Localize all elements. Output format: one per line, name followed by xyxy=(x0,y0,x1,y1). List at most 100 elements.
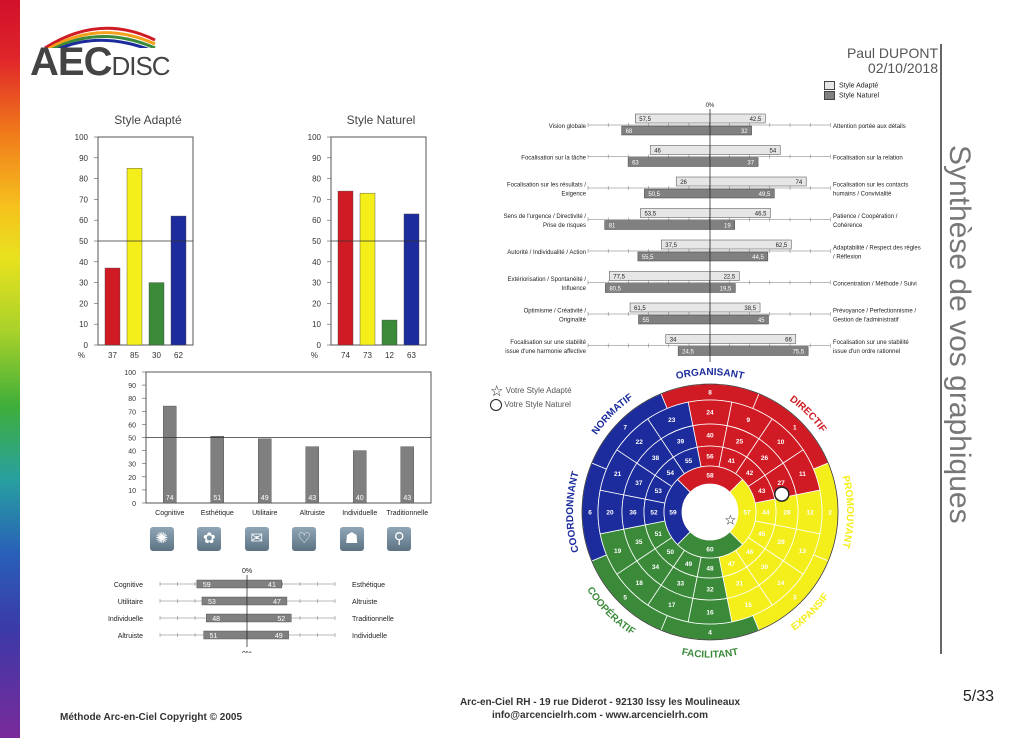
utilitaire-icon: ✉ xyxy=(244,527,269,551)
pair-value-left: 48 xyxy=(212,616,220,623)
naturel-bar xyxy=(403,213,420,346)
wheel-number-ring5: 59 xyxy=(669,510,677,517)
bipolar-naturel-right-value: 45 xyxy=(758,318,765,324)
wheel-number-ring4: 42 xyxy=(746,470,754,477)
wheel-number-ring5: 60 xyxy=(706,547,714,554)
wheel-number-ring3: 38 xyxy=(652,455,660,462)
wheel-number-ring2: 19 xyxy=(614,548,622,555)
wheel-number-ring4: 54 xyxy=(667,470,675,477)
motiv-bar xyxy=(163,405,177,504)
wheel-sector xyxy=(663,478,691,546)
pair-bar-right xyxy=(246,579,283,589)
wheel-number-ring4: 49 xyxy=(685,561,693,568)
pair-value-right: 41 xyxy=(268,582,276,589)
chart-title-naturel: Style Naturel xyxy=(346,113,416,127)
adapte-ytick: 90 xyxy=(79,154,88,163)
bipolar-label-right: Focalisation sur la relation xyxy=(833,156,903,162)
motiv-ytick: 60 xyxy=(128,422,136,429)
bipolar-naturel-right-value: 49,5 xyxy=(759,192,771,198)
bipolar-label-right: / Réflexion xyxy=(833,255,861,261)
vertical-divider xyxy=(940,44,942,654)
bipolar-adapte-left-value: 53,5 xyxy=(644,212,656,218)
wheel-number-ring2: 24 xyxy=(706,410,714,417)
side-title: Synthèse de vos graphiques xyxy=(942,145,992,565)
bipolar-label-right: Attention portée aux détails xyxy=(833,124,906,130)
wheel-number-ring3: 30 xyxy=(761,564,769,571)
wheel-number-ring5: 58 xyxy=(706,473,714,480)
bipolar-naturel-left xyxy=(621,125,711,136)
bipolar-label-left: Prise de risques xyxy=(543,223,586,229)
bipolar-naturel-left xyxy=(627,157,711,167)
altruiste-icon: ♡ xyxy=(292,527,317,551)
pair-label-left: Altruiste xyxy=(118,633,143,640)
wheel-number-outer: 3 xyxy=(793,594,797,601)
bipolar-label-left: Optimisme / Créativité / xyxy=(524,309,587,315)
bipolar-adapte-right-value: 54 xyxy=(770,149,777,155)
bipolar-naturel-left xyxy=(638,314,711,325)
star-icon: ☆ xyxy=(490,383,504,400)
footer-contact: info@arcencielrh.com - www.arcencielrh.c… xyxy=(491,710,709,721)
pair-label-left: Individuelle xyxy=(108,616,143,623)
bipolar-adapte-left-value: 37,5 xyxy=(665,243,677,249)
wheel-number-ring3: 40 xyxy=(706,433,714,440)
motiv-ytick: 50 xyxy=(128,436,136,443)
wheel-legend-adapte: ☆ Votre Style Adapté xyxy=(490,383,572,400)
pair-label-right: Altruiste xyxy=(352,599,377,606)
bipolar-label-right: Adaptabilité / Respect des règles xyxy=(833,246,921,252)
wheel-number-ring3: 35 xyxy=(635,539,643,546)
bipolar-label-right: humains / Convivialité xyxy=(833,192,892,198)
motiv-bar-label: 51 xyxy=(213,495,221,502)
motiv-bar xyxy=(400,446,414,504)
legend-naturel: Style Naturel xyxy=(824,91,879,100)
logo-arc xyxy=(44,26,156,48)
wheel-label: COORDONNANT xyxy=(565,470,582,553)
wheel-number-ring3: 34 xyxy=(652,564,660,571)
wheel-number-ring3: 28 xyxy=(783,510,791,517)
adapte-ylabel: % xyxy=(78,351,85,360)
adapte-ytick: 0 xyxy=(84,341,89,350)
page-number: 5/33 xyxy=(962,688,994,705)
wheel-number-ring2: 23 xyxy=(668,417,676,424)
adapte-ytick: 70 xyxy=(79,195,88,204)
bipolar-adapte-right-value: 46,5 xyxy=(755,212,767,218)
wheel-number-ring5: 57 xyxy=(743,510,751,517)
motiv-bar-label: 40 xyxy=(356,495,364,502)
naturel-bar xyxy=(337,190,354,346)
pair-value-right: 52 xyxy=(277,616,285,623)
bipolar-label-right: Gestion de l'administratif xyxy=(833,318,899,324)
bipolar-naturel-left-value: 55 xyxy=(643,318,650,324)
chart-motivation-pairs: 0% 59 41 Cognitive Esthétique 53 47 Utilitaire A… xyxy=(108,568,394,653)
wheel-number-outer: 2 xyxy=(828,510,832,517)
adapte-ytick: 20 xyxy=(79,299,88,308)
pair-label-right: Traditionnelle xyxy=(352,616,394,623)
naturel-bar xyxy=(381,319,398,346)
wheel-number-ring2: 12 xyxy=(806,510,814,517)
wheel-number-ring2: 20 xyxy=(606,510,614,517)
naturel-ytick: 100 xyxy=(308,133,322,142)
motiv-ytick: 70 xyxy=(128,409,136,416)
logo-text-small: DISC xyxy=(111,51,170,81)
bipolar-adapte-right-value: 74 xyxy=(796,180,803,186)
bipolar-naturel-right-value: 32 xyxy=(741,129,748,135)
wheel-number-outer: 6 xyxy=(588,510,592,517)
pair-label-right: Individuelle xyxy=(352,633,387,640)
naturel-xtick: 12 xyxy=(385,351,394,360)
motiv-category: Utilitaire xyxy=(252,510,277,517)
wheel-number-ring4: 46 xyxy=(746,549,754,556)
disc-wheel: 8123456724910111213141516171819202122234… xyxy=(565,367,855,661)
bipolar-label-right: Concentration / Méthode / Suivi xyxy=(833,282,917,288)
motiv-category: Cognitive xyxy=(155,510,184,517)
wheel-number-outer: 8 xyxy=(708,390,712,397)
motiv-ytick: 90 xyxy=(128,383,136,390)
wheel-number-ring2: 14 xyxy=(777,580,785,587)
adapte-xtick: 37 xyxy=(108,351,117,360)
bipolar-naturel-right-value: 19 xyxy=(724,224,731,230)
adapte-xtick: 30 xyxy=(152,351,161,360)
wheel-label: ORGANISANT xyxy=(675,367,745,382)
adapte-ytick: 80 xyxy=(79,175,88,184)
wheel-number-ring4: 43 xyxy=(758,488,766,495)
bipolar-label-right: Cohérence xyxy=(833,223,863,229)
bipolar-label-left: Sens de l'urgence / Directivité / xyxy=(503,214,586,220)
bipolar-adapte-right-value: 22,5 xyxy=(724,275,736,281)
wheel-number-ring4: 52 xyxy=(650,510,658,517)
